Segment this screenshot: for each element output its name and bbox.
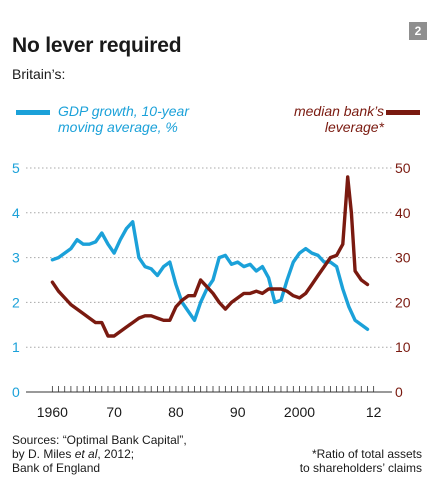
chart-subtitle: Britain’s: (12, 66, 66, 82)
sources-line3: Bank of England (12, 461, 101, 475)
y-left-tick-label: 0 (12, 384, 20, 400)
legend-leverage: median bank’s leverage* (252, 103, 384, 135)
y-left-tick-label: 5 (12, 160, 20, 176)
sources-note: Sources: “Optimal Bank Capital”, by D. M… (12, 433, 252, 475)
chart-title: No lever required (12, 34, 182, 57)
footnote: *Ratio of total assets to shareholders’ … (232, 447, 422, 475)
y-right-tick-label: 40 (395, 205, 411, 221)
legend-gdp: GDP growth, 10-year moving average, % (58, 103, 189, 135)
x-tick-label: 90 (230, 404, 246, 420)
y-right-tick-label: 50 (395, 160, 411, 176)
legend-gdp-line2: moving average, % (58, 119, 178, 135)
y-left-tick-label: 1 (12, 339, 20, 355)
x-tick-label: 2000 (284, 404, 315, 420)
sources-line2-post: , 2012; (97, 447, 135, 461)
x-tick-label: 1960 (37, 404, 68, 420)
legend-leverage-line2: leverage* (324, 119, 384, 135)
series-line-gdp-growth (50, 220, 370, 331)
sources-line2-pre: by D. Miles (12, 447, 75, 461)
y-right-tick-label: 30 (395, 250, 411, 266)
y-left-tick-label: 3 (12, 250, 20, 266)
x-tick-label: 70 (106, 404, 122, 420)
line-chart: 0 0 1 10 2 20 3 30 4 40 5 50 1960 70 80 90 2000 12 (12, 160, 411, 420)
sources-line1: Sources: “Optimal Bank Capital”, (12, 433, 187, 447)
legend-leverage-line1: median bank’s (293, 103, 384, 119)
legend-swatch-leverage (386, 110, 420, 115)
footnote-line2: to shareholders’ claims (299, 461, 422, 475)
footnote-line1: *Ratio of total assets (311, 447, 422, 461)
y-left-tick-label: 4 (12, 205, 20, 221)
y-right-tick-label: 20 (395, 294, 411, 310)
x-tick-label: 12 (366, 404, 382, 420)
y-left-tick-label: 2 (12, 294, 20, 310)
chart-number-badge: 2 (409, 22, 427, 40)
sources-line2-em: et al (74, 447, 98, 461)
sources-line2: by D. Miles et al, 2012; (12, 447, 252, 461)
series-line-bank-leverage (50, 175, 370, 338)
legend-swatch-gdp (16, 110, 50, 115)
y-right-tick-label: 10 (395, 339, 411, 355)
x-tick-label: 80 (168, 404, 184, 420)
legend-gdp-line1: GDP growth, 10-year (58, 103, 189, 119)
y-right-tick-label: 0 (395, 384, 403, 400)
